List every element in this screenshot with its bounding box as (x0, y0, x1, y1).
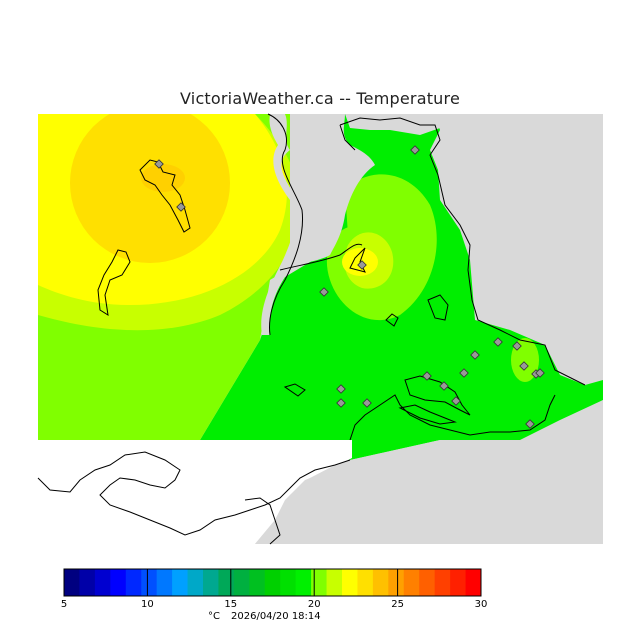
diamond-marker-icon (470, 350, 480, 360)
south-white-region (38, 440, 352, 544)
legend-swatch (295, 569, 312, 596)
legend-tick-label: 10 (141, 599, 154, 610)
legend-swatch (94, 569, 111, 596)
washington-coast-outline (37, 451, 351, 536)
legend-swatch (203, 569, 219, 596)
legend-swatch (403, 569, 420, 596)
legend-tick-label: 15 (224, 599, 237, 610)
legend-unit: °C (208, 611, 220, 622)
diamond-marker-icon (459, 368, 469, 378)
legend-swatch (326, 569, 343, 596)
diamond-marker-icon (451, 396, 461, 406)
island-west-outline (97, 249, 131, 316)
legend-swatch (450, 569, 467, 596)
east-sea-grey (430, 114, 603, 385)
legend-swatch (357, 569, 374, 596)
diamond-marker-icon (512, 341, 522, 351)
diamond-marker-icon (535, 368, 545, 378)
diamond-marker-icon (357, 260, 367, 270)
legend-swatch (156, 569, 173, 596)
diamond-marker-icon (154, 159, 164, 169)
legend-swatch (419, 569, 436, 596)
diamond-marker-icon (439, 381, 449, 391)
legend-swatch (218, 569, 235, 596)
diamond-marker-icon (362, 398, 372, 408)
station-markers (154, 145, 545, 429)
legend-swatch (434, 569, 451, 596)
diamond-marker-icon (519, 361, 529, 371)
legend-swatch (388, 569, 405, 596)
legend-swatch (465, 569, 482, 596)
legend-swatch (311, 569, 328, 596)
diamond-marker-icon (319, 287, 329, 297)
legend-swatch (172, 569, 189, 596)
lake-outline-2 (385, 313, 399, 327)
legend-swatch (249, 569, 266, 596)
diamond-marker-icon (410, 145, 420, 155)
legend-swatch (233, 569, 250, 596)
lake-outline-1 (427, 294, 449, 321)
diamond-marker-icon (422, 371, 432, 381)
legend-color-bar (63, 568, 482, 597)
south-coast-outline (349, 394, 556, 441)
diamond-marker-icon (336, 398, 346, 408)
legend-swatch (64, 569, 80, 596)
legend-tick-label: 30 (475, 599, 488, 610)
legend-swatch (342, 569, 358, 596)
diamond-marker-icon (525, 419, 535, 429)
diamond-marker-icon (493, 337, 503, 347)
legend-timestamp: 2026/04/20 18:14 (231, 611, 321, 622)
legend-swatch (110, 569, 127, 596)
legend-swatch (372, 569, 389, 596)
legend-tick-label: 25 (391, 599, 404, 610)
legend-ticks: 5 10 15 20 25 30 (61, 569, 488, 610)
legend-swatch (141, 569, 158, 596)
zone-24c-peak (141, 164, 185, 192)
lake-outline-3 (283, 383, 306, 397)
saanich-coast-outline (339, 117, 586, 386)
legend-swatch (125, 569, 142, 596)
legend-tick-label: 5 (61, 599, 67, 610)
west-shore-outline (267, 113, 304, 336)
whidbey-outline (244, 497, 281, 545)
legend-swatch (264, 569, 281, 596)
legend-swatch (280, 569, 297, 596)
legend-swatch (79, 569, 96, 596)
coastlines (37, 113, 586, 545)
victoria-harbour-outline (398, 375, 471, 425)
diamond-marker-icon (176, 202, 186, 212)
page-title: VictoriaWeather.ca -- Temperature (180, 89, 460, 108)
legend-tick-label: 20 (308, 599, 321, 610)
saanich-inlet-grey (290, 114, 375, 270)
diamond-marker-icon (336, 384, 346, 394)
legend-swatch (187, 569, 204, 596)
juan-de-fuca-grey (255, 400, 603, 544)
